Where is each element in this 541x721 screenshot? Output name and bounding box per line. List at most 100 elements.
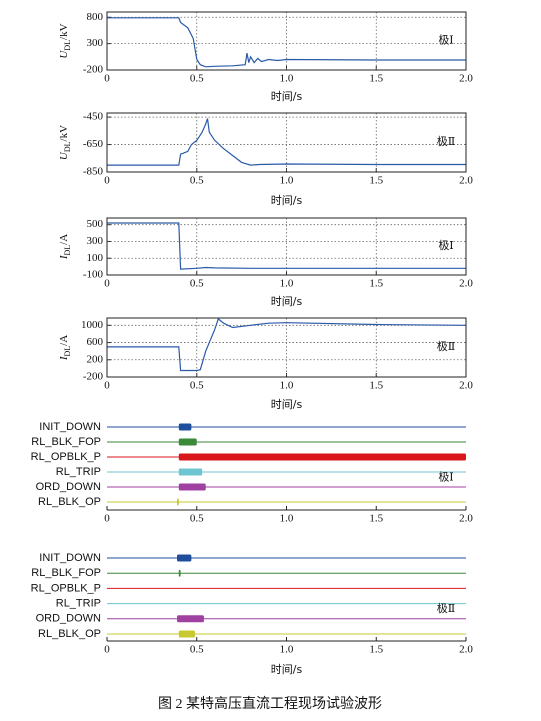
signal-name: RL_TRIP <box>56 466 101 478</box>
y-tick-label: -450 <box>83 111 104 123</box>
y-axis-label: UDL/kV <box>58 23 73 58</box>
x-tick-label: 0 <box>104 380 110 392</box>
x-tick-label: 0 <box>104 175 110 187</box>
x-tick-label: 0.5 <box>190 513 204 525</box>
x-axis-label: 时间/s <box>271 194 303 207</box>
x-tick-label: 1.5 <box>369 513 383 525</box>
x-axis-label: 时间/s <box>271 398 303 411</box>
x-tick-label: 0.5 <box>190 175 204 187</box>
x-axis-label: 时间/s <box>271 663 303 676</box>
y-axis-label-part: I <box>58 254 70 260</box>
x-tick-label: 0 <box>104 644 110 656</box>
y-tick-label: -100 <box>83 269 104 281</box>
y-axis-label-part: U <box>58 50 70 59</box>
y-axis-label: IDL/A <box>58 335 73 361</box>
y-tick-label: 300 <box>87 235 104 247</box>
annotation: 极Ⅱ <box>437 601 455 615</box>
signal-active <box>178 483 206 491</box>
x-tick-label: 0.5 <box>190 278 204 290</box>
annotation: 极Ⅱ <box>437 134 455 148</box>
signal-name: INIT_DOWN <box>39 552 101 564</box>
x-tick-label: 2.0 <box>459 278 473 290</box>
signal-name: RL_OPBLK_P <box>31 582 101 594</box>
signal-name: ORD_DOWN <box>36 481 101 493</box>
x-axis-label: 时间/s <box>271 295 303 308</box>
signal-active <box>178 630 195 638</box>
x-tick-label: 1.0 <box>280 278 294 290</box>
annotation: 极Ⅰ <box>438 470 453 484</box>
signal-active <box>178 569 181 577</box>
signal-name: RL_TRIP <box>56 598 101 610</box>
plot-frame <box>106 217 467 276</box>
y-axis-label-part: U <box>58 151 70 160</box>
signal-active <box>178 468 203 476</box>
signal-name: RL_BLK_OP <box>38 628 101 640</box>
x-tick-label: 0.5 <box>190 380 204 392</box>
y-tick-label: -200 <box>83 64 104 76</box>
y-tick-label: 600 <box>87 336 104 348</box>
caption: 图 2 某特高压直流工程现场试验波形 <box>158 695 382 712</box>
x-tick-label: 0.5 <box>190 644 204 656</box>
signal-active <box>177 554 192 562</box>
x-tick-label: 0 <box>104 278 110 290</box>
x-tick-label: 0 <box>104 73 110 85</box>
y-axis-label: UDL/kV <box>58 125 73 160</box>
x-tick-label: 1.0 <box>280 73 294 85</box>
x-tick-label: 2.0 <box>459 513 473 525</box>
plot-frame <box>106 317 467 378</box>
y-axis-label-part: DL <box>63 40 72 51</box>
x-tick-label: 1.0 <box>280 380 294 392</box>
x-axis-label: 时间/s <box>271 90 303 103</box>
y-axis-label: IDL/A <box>58 234 73 260</box>
y-axis-label-part: DL <box>63 346 72 357</box>
x-tick-label: 1.5 <box>369 380 383 392</box>
x-tick-label: 1.5 <box>369 644 383 656</box>
x-tick-label: 1.5 <box>369 73 383 85</box>
y-axis-label-part: DL <box>63 141 72 152</box>
y-tick-label: 500 <box>87 218 104 230</box>
y-tick-label: -200 <box>83 371 104 383</box>
signal-name: ORD_DOWN <box>36 613 101 625</box>
data-line <box>107 317 467 372</box>
y-axis-label-part: /A <box>58 335 70 346</box>
annotation: 极Ⅱ <box>437 339 455 353</box>
x-tick-label: 2.0 <box>459 380 473 392</box>
x-tick-label: 0.5 <box>190 73 204 85</box>
x-tick-label: 2.0 <box>459 175 473 187</box>
y-axis-label-part: /kV <box>58 23 70 40</box>
y-tick-label: -650 <box>83 138 104 150</box>
plot-frame <box>106 112 467 173</box>
y-tick-label: 300 <box>87 37 104 49</box>
y-axis-label-part: I <box>58 355 70 361</box>
signal-active <box>177 498 179 506</box>
x-tick-label: 2.0 <box>459 644 473 656</box>
plot-frame <box>106 11 467 71</box>
y-axis-label-part: DL <box>63 245 72 256</box>
x-tick-label: 1.0 <box>280 175 294 187</box>
y-axis-label-part: /A <box>58 234 70 245</box>
y-tick-label: 800 <box>87 11 104 23</box>
data-line <box>107 222 466 270</box>
y-tick-label: -850 <box>83 166 104 178</box>
x-tick-label: 0 <box>104 513 110 525</box>
signal-name: RL_BLK_FOP <box>31 567 101 579</box>
signal-name: RL_BLK_OP <box>38 496 101 508</box>
x-tick-label: 1.0 <box>280 513 294 525</box>
x-tick-label: 1.5 <box>369 175 383 187</box>
x-tick-label: 2.0 <box>459 73 473 85</box>
signal-name: RL_BLK_FOP <box>31 436 101 448</box>
annotation: 极Ⅰ <box>438 238 453 252</box>
signal-active <box>177 615 204 623</box>
data-line <box>107 118 466 166</box>
signal-name: RL_OPBLK_P <box>31 451 101 463</box>
x-tick-label: 1.0 <box>280 644 294 656</box>
y-tick-label: 100 <box>87 252 104 264</box>
y-tick-label: 1000 <box>81 319 104 331</box>
signal-active <box>178 423 192 431</box>
signal-name: INIT_DOWN <box>39 421 101 433</box>
y-tick-label: 200 <box>87 353 104 365</box>
signal-active <box>178 438 197 446</box>
annotation: 极Ⅰ <box>438 33 453 47</box>
y-axis-label-part: /kV <box>58 125 70 142</box>
